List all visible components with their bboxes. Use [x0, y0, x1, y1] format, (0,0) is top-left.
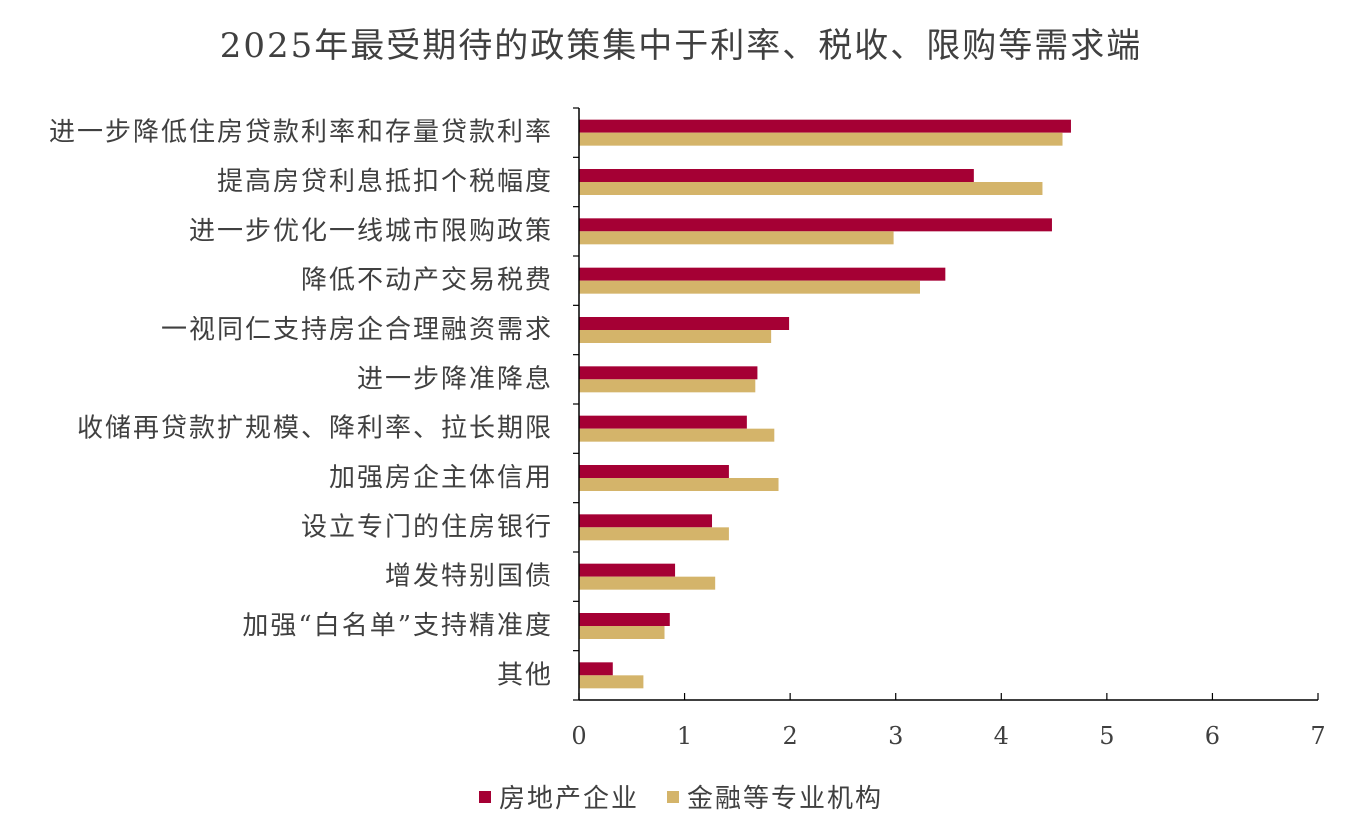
bars-layer [579, 119, 1071, 689]
legend-label-series-2: 金融等专业机构 [687, 784, 884, 814]
bar-series-2 [579, 231, 894, 245]
x-tick-label: 4 [994, 722, 1009, 750]
bar-series-1 [579, 514, 713, 528]
x-tick-label: 1 [677, 722, 692, 750]
bar-series-1 [579, 415, 747, 429]
bar-series-2 [579, 428, 775, 442]
category-label: 一视同仁支持房企合理融资需求 [161, 315, 553, 345]
category-label: 收储再贷款扩规模、降利率、拉长期限 [77, 414, 553, 444]
bar-series-1 [579, 366, 758, 380]
category-label: 降低不动产交易税费 [301, 266, 553, 296]
x-tick-label: 2 [783, 722, 798, 750]
category-label: 加强“白名单”支持精准度 [242, 611, 553, 641]
bar-chart: 进一步降低住房贷款利率和存量贷款利率提高房贷利息抵扣个税幅度进一步优化一线城市限… [49, 107, 1326, 750]
chart-title: 2025年最受期待的政策集中于利率、税收、限购等需求端 [219, 26, 1143, 66]
bar-series-1 [579, 218, 1052, 232]
legend-item-series-1: 房地产企业 [478, 778, 639, 815]
legend-swatch-series-1 [478, 790, 491, 803]
bar-series-2 [579, 330, 772, 343]
axes: 0 1 2 3 4 5 6 7 [571, 107, 1326, 750]
bar-series-1 [579, 317, 790, 330]
bar-series-1 [579, 119, 1071, 133]
category-label: 加强房企主体信用 [329, 463, 553, 493]
bar-series-1 [579, 613, 670, 626]
legend-swatch-series-2 [667, 790, 679, 803]
bar-series-2 [579, 527, 729, 541]
bar-series-2 [579, 675, 644, 689]
bar-series-2 [579, 379, 756, 393]
x-tick-label: 5 [1099, 722, 1114, 750]
category-label: 其他 [497, 660, 553, 690]
bar-series-1 [579, 563, 676, 577]
bar-series-2 [579, 626, 665, 639]
x-tick-label: 3 [888, 722, 903, 750]
bar-series-2 [579, 478, 779, 491]
x-tick-label: 0 [571, 722, 586, 750]
legend-label-series-1: 房地产企业 [498, 784, 639, 814]
legend-item-series-2: 金融等专业机构 [667, 778, 883, 815]
bar-series-2 [579, 280, 920, 294]
category-label: 进一步优化一线城市限购政策 [189, 216, 553, 246]
bar-series-1 [579, 662, 613, 676]
category-label: 进一步降准降息 [357, 364, 553, 394]
category-labels: 进一步降低住房贷款利率和存量贷款利率提高房贷利息抵扣个税幅度进一步优化一线城市限… [49, 118, 553, 691]
category-label: 设立专门的住房银行 [301, 512, 553, 542]
category-label: 进一步降低住房贷款利率和存量贷款利率 [49, 118, 553, 148]
x-tick-label: 7 [1310, 722, 1325, 750]
legend: 房地产企业 金融等专业机构 [0, 778, 1362, 815]
bar-series-1 [579, 465, 729, 478]
bar-series-1 [579, 267, 946, 281]
bar-series-2 [579, 182, 1043, 195]
bar-series-2 [579, 132, 1063, 146]
x-tick-label: 6 [1205, 722, 1220, 750]
category-label: 提高房贷利息抵扣个税幅度 [217, 167, 553, 197]
category-label: 增发特别国债 [385, 562, 553, 592]
bar-series-1 [579, 169, 974, 182]
bar-series-2 [579, 576, 716, 590]
